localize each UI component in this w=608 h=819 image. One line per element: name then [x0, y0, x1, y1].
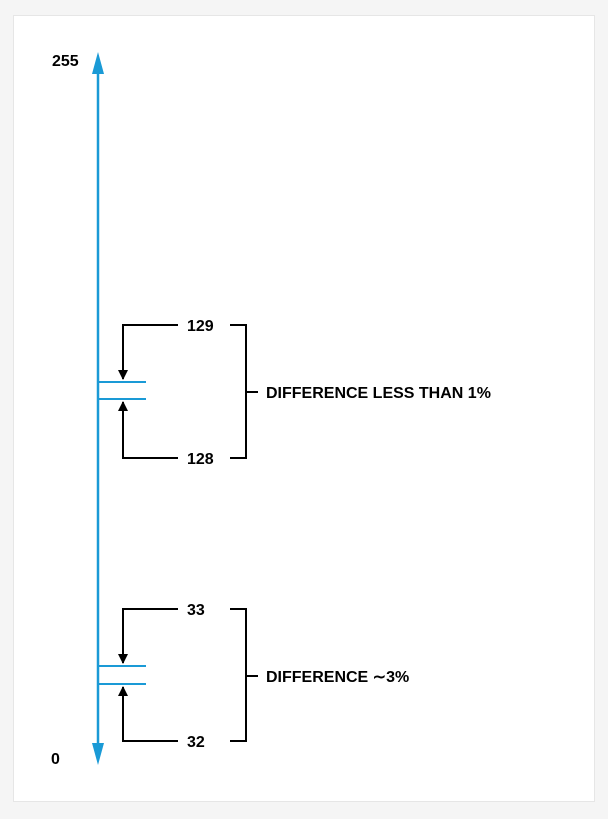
difference-label-high: DIFFERENCE LESS THAN 1%	[266, 385, 491, 402]
axis-bottom-arrow	[92, 743, 104, 765]
vertical-scale-axis	[92, 52, 104, 765]
value-label-32: 32	[187, 734, 205, 751]
scale-max-label: 255	[52, 53, 79, 70]
bracket-low	[230, 608, 247, 742]
value-label-129: 129	[187, 318, 214, 335]
difference-label-low: DIFFERENCE ∼3%	[266, 669, 409, 686]
level-pair-high: 129 128 DIFFERENCE LESS THAN 1%	[98, 318, 491, 468]
axis-top-arrow	[92, 52, 104, 74]
arrow-129	[118, 324, 178, 380]
arrow-32	[118, 686, 178, 742]
scale-min-label: 0	[51, 751, 60, 768]
value-label-33: 33	[187, 602, 205, 619]
arrow-128	[118, 401, 178, 459]
diagram-frame	[13, 15, 595, 802]
arrow-33	[118, 608, 178, 664]
bracket-high	[230, 324, 247, 459]
level-pair-low: 33 32 DIFFERENCE ∼3%	[98, 602, 409, 751]
value-label-128: 128	[187, 451, 214, 468]
